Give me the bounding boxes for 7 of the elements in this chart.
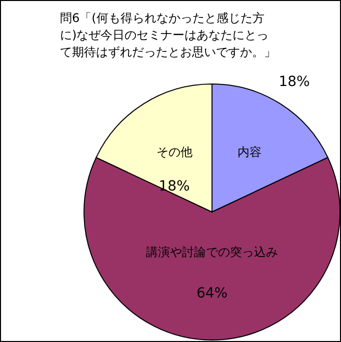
data-label: 64% [196, 286, 228, 302]
slice-label: 内容 [238, 144, 262, 159]
title: 問6「(何も得られなかったと感じた方に)なぜ今日のセミナーはあなたにとって期待はずれだったとお思いですか。」 [60, 11, 276, 59]
data-label: 18% [278, 74, 310, 90]
data-label: 18% [158, 178, 190, 194]
slice-label: その他 [156, 144, 192, 159]
slice-label: 講演や討論での突っ込み [146, 245, 278, 260]
